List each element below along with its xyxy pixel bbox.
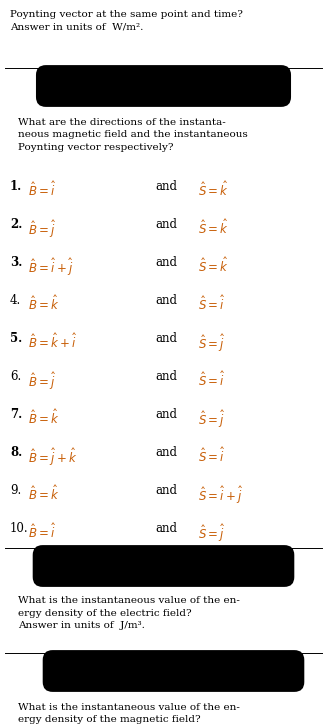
Text: What is the instantaneous value of the en-
ergy density of the electric field?
A: What is the instantaneous value of the e…: [18, 596, 240, 630]
Text: $\hat{S} = \hat{k}$: $\hat{S} = \hat{k}$: [198, 218, 229, 237]
Text: $\hat{S} = \hat{k}$: $\hat{S} = \hat{k}$: [198, 180, 229, 199]
Text: and: and: [155, 180, 177, 193]
Text: Poynting vector at the same point and time?
Answer in units of  W/m².: Poynting vector at the same point and ti…: [10, 10, 243, 31]
Text: $\hat{B} = \hat{j}$: $\hat{B} = \hat{j}$: [28, 218, 56, 240]
Text: $\hat{B} = \hat{i}$: $\hat{B} = \hat{i}$: [28, 522, 56, 541]
Text: What are the directions of the instanta-
neous magnetic field and the instantane: What are the directions of the instanta-…: [18, 118, 248, 152]
Text: and: and: [155, 484, 177, 497]
Text: $\hat{S} = \hat{i}$: $\hat{S} = \hat{i}$: [198, 370, 225, 389]
Text: and: and: [155, 294, 177, 307]
Text: $\hat{B} = \hat{i}+\hat{j}$: $\hat{B} = \hat{i}+\hat{j}$: [28, 256, 74, 278]
Text: $\hat{S} = \hat{i}+\hat{j}$: $\hat{S} = \hat{i}+\hat{j}$: [198, 484, 243, 506]
Text: $\hat{S} = \hat{j}$: $\hat{S} = \hat{j}$: [198, 522, 225, 544]
Text: and: and: [155, 256, 177, 269]
FancyBboxPatch shape: [33, 545, 294, 587]
FancyBboxPatch shape: [36, 65, 291, 107]
Text: 4.: 4.: [10, 294, 21, 307]
Text: 5.: 5.: [10, 332, 22, 345]
Text: and: and: [155, 370, 177, 383]
Text: 7.: 7.: [10, 408, 22, 421]
Text: 8.: 8.: [10, 446, 22, 459]
Text: and: and: [155, 446, 177, 459]
Text: and: and: [155, 408, 177, 421]
Text: $\hat{S} = \hat{j}$: $\hat{S} = \hat{j}$: [198, 408, 225, 430]
FancyBboxPatch shape: [43, 650, 304, 692]
Text: $\hat{B} = \hat{k}+\hat{i}$: $\hat{B} = \hat{k}+\hat{i}$: [28, 332, 77, 351]
Text: and: and: [155, 332, 177, 345]
Text: $\hat{B} = \hat{j}$: $\hat{B} = \hat{j}$: [28, 370, 56, 392]
Text: $\hat{S} = \hat{i}$: $\hat{S} = \hat{i}$: [198, 446, 225, 465]
Text: and: and: [155, 522, 177, 535]
Text: $\hat{B} = \hat{i}$: $\hat{B} = \hat{i}$: [28, 180, 56, 199]
Text: 3.: 3.: [10, 256, 22, 269]
Text: 10.: 10.: [10, 522, 29, 535]
Text: 2.: 2.: [10, 218, 22, 231]
Text: $\hat{S} = \hat{i}$: $\hat{S} = \hat{i}$: [198, 294, 225, 313]
Text: 6.: 6.: [10, 370, 21, 383]
Text: and: and: [155, 218, 177, 231]
Text: What is the instantaneous value of the en-
ergy density of the magnetic field?
A: What is the instantaneous value of the e…: [18, 703, 240, 727]
Text: $\hat{B} = \hat{k}$: $\hat{B} = \hat{k}$: [28, 408, 60, 427]
Text: $\hat{B} = \hat{k}$: $\hat{B} = \hat{k}$: [28, 294, 60, 313]
Text: 1.: 1.: [10, 180, 22, 193]
Text: 9.: 9.: [10, 484, 21, 497]
Text: $\hat{S} = \hat{j}$: $\hat{S} = \hat{j}$: [198, 332, 225, 354]
Text: $\hat{S} = \hat{k}$: $\hat{S} = \hat{k}$: [198, 256, 229, 275]
Text: $\hat{B} = \hat{k}$: $\hat{B} = \hat{k}$: [28, 484, 60, 503]
Text: $\hat{B} = \hat{j}+\hat{k}$: $\hat{B} = \hat{j}+\hat{k}$: [28, 446, 77, 468]
